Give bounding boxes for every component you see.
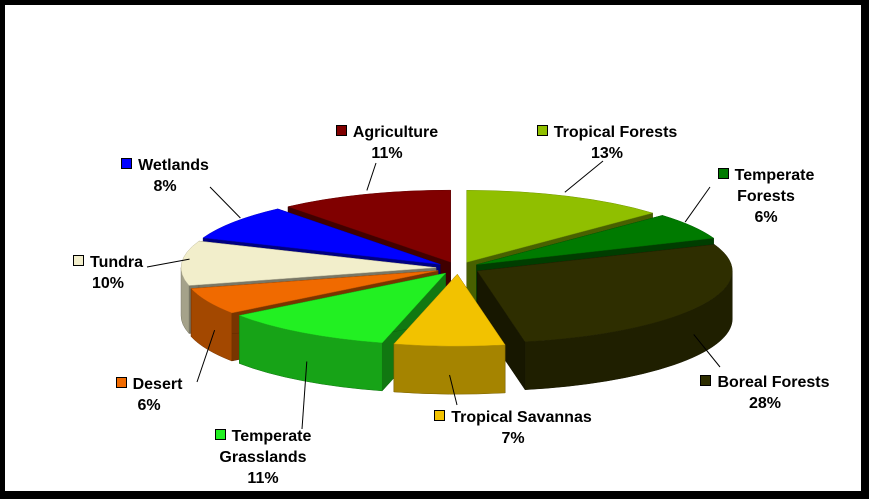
data-label: Tropical Forests 13% xyxy=(507,122,707,164)
label-name: Tropical Forests xyxy=(553,124,678,141)
leader-line xyxy=(449,374,458,406)
leader-line xyxy=(684,186,711,223)
slice-wall xyxy=(393,343,506,395)
chart xyxy=(146,160,733,430)
legend-key xyxy=(717,168,729,179)
label-name: Tropical Savannas xyxy=(451,409,592,426)
slice-top xyxy=(180,240,437,286)
label-value: 6% xyxy=(137,397,161,414)
slice-top xyxy=(476,215,715,265)
data-label: Tropical Savannas 7% xyxy=(408,407,618,449)
legend-key xyxy=(214,429,226,440)
legend-key xyxy=(536,125,548,136)
slice-top xyxy=(238,272,447,344)
legend-key xyxy=(72,255,84,266)
leader-line xyxy=(366,162,377,191)
label-name: Agriculture xyxy=(352,124,439,141)
label-value: 6% xyxy=(754,209,778,226)
label-value: 11% xyxy=(371,145,403,162)
legend-key xyxy=(121,158,133,169)
label-name: Temperate Grasslands xyxy=(219,428,312,466)
data-label: Tundra 10% xyxy=(58,252,158,294)
slice-top xyxy=(476,244,733,342)
label-name: Temperate Forests xyxy=(734,167,815,205)
label-name: Desert xyxy=(132,376,183,393)
data-label: Desert 6% xyxy=(99,374,199,416)
data-label: Wetlands 8% xyxy=(115,155,215,197)
leader-line xyxy=(301,361,308,430)
leader-line xyxy=(209,186,241,219)
label-value: 28% xyxy=(748,395,782,412)
data-label: Boreal Forests 28% xyxy=(665,372,865,414)
slice-top xyxy=(202,208,441,265)
label-name: Boreal Forests xyxy=(717,374,830,391)
legend-key xyxy=(335,125,347,136)
slice-top xyxy=(393,273,506,347)
label-value: 8% xyxy=(153,178,177,195)
data-label: Agriculture 11% xyxy=(312,122,462,164)
label-value: 10% xyxy=(91,275,125,292)
slice xyxy=(393,273,506,395)
slice xyxy=(476,244,733,391)
legend-key xyxy=(115,377,127,388)
data-label: Temperate Forests 6% xyxy=(711,165,821,228)
label-value: 13% xyxy=(590,145,624,162)
slice-top xyxy=(287,189,451,263)
legend-key xyxy=(434,410,446,421)
label-name: Wetlands xyxy=(138,157,209,174)
label-value: 11% xyxy=(247,470,279,487)
slice-top xyxy=(190,270,439,314)
leader-line xyxy=(196,329,216,383)
label-name: Tundra xyxy=(89,254,144,271)
legend-key xyxy=(700,375,712,386)
leader-line xyxy=(693,334,721,368)
label-value: 7% xyxy=(501,430,525,447)
data-label: Temperate Grasslands 11% xyxy=(188,426,338,489)
leader-line xyxy=(564,160,604,193)
slice-top xyxy=(466,190,654,263)
chart-area: Tropical Forests 13% Temperate Forests 6% Bo… xyxy=(5,5,861,491)
leader-line xyxy=(146,258,190,268)
